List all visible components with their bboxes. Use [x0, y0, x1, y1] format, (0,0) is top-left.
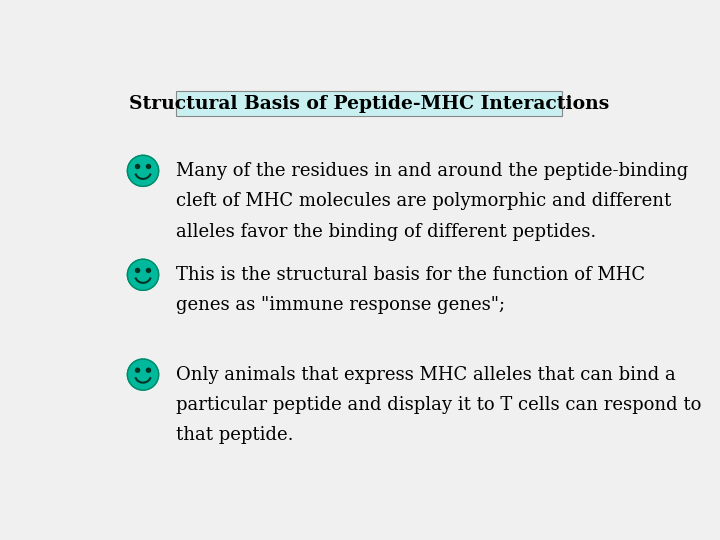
Ellipse shape: [127, 259, 158, 291]
Text: alleles favor the binding of different peptides.: alleles favor the binding of different p…: [176, 222, 597, 240]
Text: that peptide.: that peptide.: [176, 426, 294, 444]
FancyBboxPatch shape: [176, 91, 562, 116]
Ellipse shape: [146, 268, 150, 273]
Ellipse shape: [146, 368, 150, 372]
Text: particular peptide and display it to T cells can respond to: particular peptide and display it to T c…: [176, 396, 702, 414]
Ellipse shape: [135, 268, 140, 273]
Text: This is the structural basis for the function of MHC: This is the structural basis for the fun…: [176, 266, 646, 284]
Text: genes as "immune response genes";: genes as "immune response genes";: [176, 296, 505, 314]
Text: Only animals that express MHC alleles that can bind a: Only animals that express MHC alleles th…: [176, 366, 676, 383]
Ellipse shape: [127, 359, 158, 390]
Text: cleft of MHC molecules are polymorphic and different: cleft of MHC molecules are polymorphic a…: [176, 192, 672, 210]
Text: Many of the residues in and around the peptide-binding: Many of the residues in and around the p…: [176, 162, 689, 180]
Ellipse shape: [127, 156, 158, 186]
Ellipse shape: [135, 165, 140, 168]
Text: Structural Basis of Peptide-MHC Interactions: Structural Basis of Peptide-MHC Interact…: [129, 95, 609, 113]
Ellipse shape: [146, 165, 150, 168]
Ellipse shape: [135, 368, 140, 372]
